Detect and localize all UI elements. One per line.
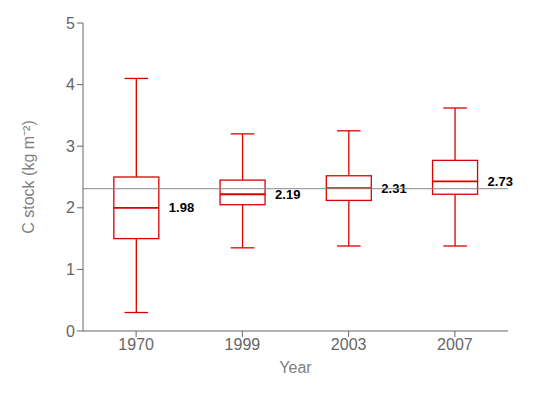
svg-text:1999: 1999 [225,336,261,353]
svg-text:0: 0 [66,323,75,340]
svg-text:C stock (kg m⁻²): C stock (kg m⁻²) [20,120,37,233]
svg-text:2003: 2003 [331,336,367,353]
svg-text:1.98: 1.98 [169,200,194,215]
svg-text:Year: Year [279,359,312,376]
svg-text:2.73: 2.73 [488,174,513,189]
svg-text:3: 3 [66,138,75,155]
svg-text:4: 4 [66,76,75,93]
svg-text:1970: 1970 [118,336,154,353]
svg-text:2.31: 2.31 [381,181,406,196]
svg-text:5: 5 [66,15,75,32]
svg-text:2007: 2007 [437,336,473,353]
svg-text:1: 1 [66,261,75,278]
svg-text:2.19: 2.19 [275,186,301,202]
svg-text:2: 2 [66,199,75,216]
